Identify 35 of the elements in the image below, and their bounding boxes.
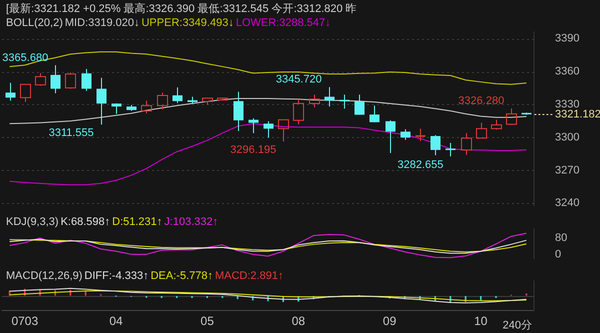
text: LOWER:3288.547↓	[236, 17, 331, 29]
x-tick-label: 09	[382, 314, 397, 328]
series-label: J:103.332↑	[164, 216, 218, 228]
y-tick-label: 80	[555, 232, 568, 244]
annotation: 3365.680	[2, 52, 48, 64]
text: MID:3319.020↓	[64, 17, 140, 29]
annotation: 3282.655	[398, 158, 444, 171]
annotation: 3345.720	[276, 74, 322, 86]
annotation: 3296.195	[230, 144, 276, 156]
y-tick-label: 3390	[555, 32, 580, 45]
y-tick-label: 0	[555, 248, 562, 260]
y-tick-label: 3330	[555, 98, 580, 110]
legend-title: KDJ(9,3,3)	[6, 216, 59, 228]
x-tick-label: 0703	[11, 314, 38, 328]
x-tick-label: 10	[474, 314, 488, 328]
x-tick-label: 08	[292, 314, 306, 328]
series-label: MACD:2.891↑	[214, 270, 284, 282]
ref-line-label: 3321.182	[555, 108, 600, 121]
annotation: 3326.280	[458, 95, 504, 108]
y-tick-label: 3360	[555, 66, 580, 78]
series-label: DIFF:-4.333↑	[84, 270, 149, 282]
text: UPPER:3349.493↓	[141, 17, 234, 29]
y-tick-label: 3300	[555, 131, 580, 144]
legend-title: MACD(12,26,9)	[6, 270, 82, 282]
text: 240分	[502, 320, 532, 332]
annotation: 3311.555	[48, 127, 94, 140]
y-tick-label: 3270	[555, 164, 580, 176]
chart-title: [最新:3321.182 +0.25% 最高:3326.390 最低:3312.545 今开:3312.820 昨	[6, 3, 357, 16]
series-label: K:68.598↑	[60, 216, 110, 228]
x-tick-label: 04	[109, 314, 123, 328]
y-tick-label: 3240	[555, 197, 580, 210]
legend-title: BOLL(20,2)	[6, 17, 63, 29]
x-tick-label: 05	[200, 314, 214, 328]
series-label: D:51.231↑	[112, 216, 162, 228]
series-label: DEA:-5.778↑	[150, 270, 213, 282]
